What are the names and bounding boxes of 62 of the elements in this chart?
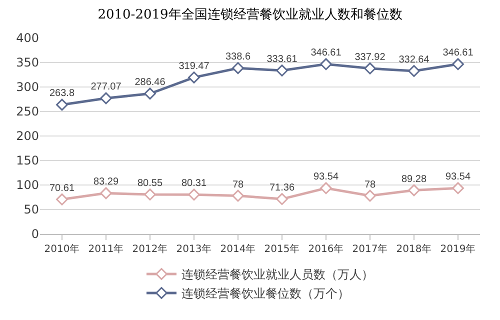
point — [452, 182, 464, 194]
y-tick-label: 200 — [16, 129, 39, 144]
data-label: 286.46 — [134, 77, 166, 88]
data-label: 333.61 — [266, 54, 298, 66]
point — [276, 64, 288, 76]
x-tick-label: 2017年 — [352, 243, 388, 255]
data-label: 80.55 — [137, 178, 163, 190]
x-tick-label: 2010年 — [44, 243, 80, 255]
data-label: 93.54 — [313, 172, 339, 183]
point — [364, 62, 376, 74]
point — [188, 188, 200, 201]
point — [320, 182, 332, 194]
data-label: 319.47 — [178, 60, 210, 72]
y-tick-label: 100 — [16, 178, 39, 192]
y-tick-label: 150 — [16, 154, 39, 168]
data-label: 83.29 — [93, 176, 119, 188]
data-label: 78 — [232, 179, 244, 190]
data-label: 338.6 — [225, 52, 251, 63]
data-label: 346.61 — [442, 48, 474, 59]
data-label: 346.61 — [310, 48, 342, 59]
point — [100, 187, 112, 200]
data-label: 80.31 — [181, 178, 207, 190]
point — [320, 58, 332, 70]
data-label: 89.28 — [401, 174, 427, 185]
point — [56, 98, 68, 111]
data-label: 277.07 — [90, 82, 122, 93]
point — [100, 92, 112, 104]
data-label: 70.61 — [49, 182, 75, 194]
point — [408, 184, 420, 196]
point — [232, 190, 244, 202]
chart-title: 2010-2019年全国连锁经营餐饮业就业人数和餐位数 — [98, 8, 402, 23]
x-tick-label: 2019年 — [440, 243, 476, 255]
x-tick-label: 2018年 — [396, 243, 432, 255]
point — [232, 62, 244, 74]
x-tick-label: 2011年 — [88, 243, 124, 255]
point — [364, 190, 376, 202]
point — [144, 88, 156, 100]
data-label: 71.36 — [269, 182, 295, 194]
legend-label: 连锁经营餐饮业餐位数（万个） — [182, 286, 350, 301]
y-tick-label: 350 — [16, 56, 39, 70]
data-label: 332.64 — [398, 54, 430, 66]
y-tick-label: 400 — [16, 31, 39, 46]
point — [56, 193, 68, 206]
x-tick-label: 2016年 — [308, 243, 344, 255]
data-label: 337.92 — [354, 52, 386, 63]
x-tick-label: 2012年 — [132, 243, 168, 255]
x-tick-label: 2014年 — [220, 243, 256, 255]
point — [188, 72, 200, 84]
legend-label: 连锁经营餐饮业就业人员数（万人） — [182, 268, 374, 282]
point — [144, 188, 156, 200]
y-tick-label: 250 — [16, 104, 39, 119]
y-tick-label: 300 — [16, 80, 39, 94]
point — [452, 58, 464, 70]
y-tick-label: 50 — [24, 202, 39, 217]
data-label: 263.8 — [49, 88, 75, 100]
point — [276, 193, 288, 205]
point — [408, 65, 420, 77]
x-tick-label: 2013年 — [176, 243, 212, 255]
y-tick-label: 0 — [31, 227, 39, 242]
x-tick-label: 2015年 — [264, 243, 300, 255]
data-label: 93.54 — [445, 172, 471, 183]
data-label: 78 — [364, 179, 376, 190]
